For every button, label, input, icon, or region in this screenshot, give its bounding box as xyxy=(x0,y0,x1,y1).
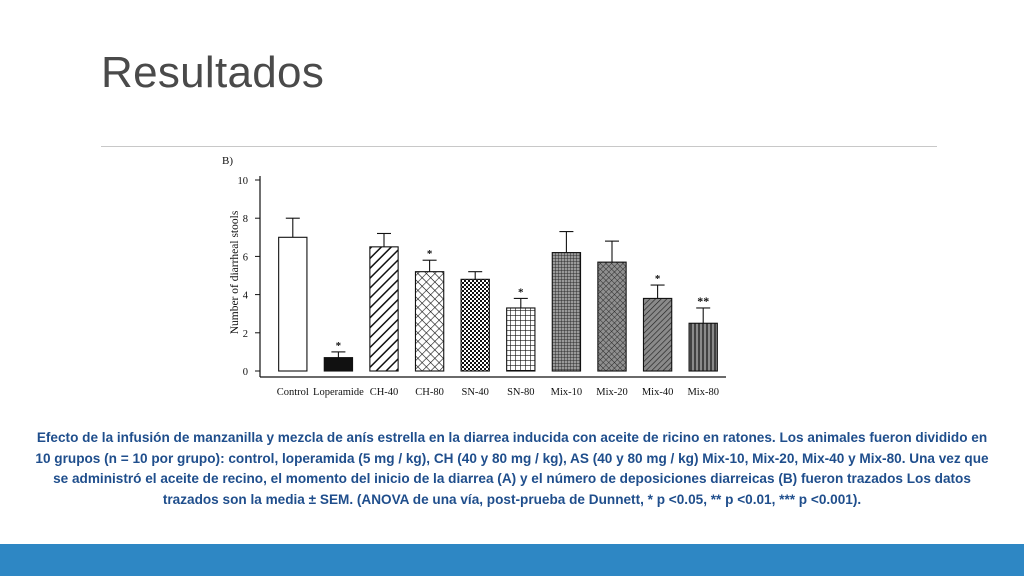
y-tick-label: 2 xyxy=(243,329,248,340)
x-tick-label: SN-80 xyxy=(507,387,534,398)
x-tick-label: Mix-40 xyxy=(642,387,674,398)
x-tick-label: CH-40 xyxy=(370,387,399,398)
panel-label: B) xyxy=(222,155,233,167)
x-tick-label: Control xyxy=(277,387,309,398)
significance-marker: * xyxy=(655,273,661,285)
significance-marker: ** xyxy=(697,294,709,308)
x-tick-label: Mix-10 xyxy=(551,387,583,398)
bar-mix-20 xyxy=(597,261,627,372)
x-tick-label: Loperamide xyxy=(313,387,364,398)
slide-title: Resultados xyxy=(101,48,325,97)
chart-svg: B) 0 2 4 6 8 10 Number of diarrheal stools Contr… xyxy=(222,155,726,398)
y-tick-label: 0 xyxy=(243,367,248,378)
bar-sn-80 xyxy=(506,307,536,372)
bar-ch-40 xyxy=(369,246,399,372)
bar-control xyxy=(278,236,308,372)
bar-ch-80 xyxy=(414,271,445,372)
y-axis-label: Number of diarrheal stools xyxy=(229,210,241,334)
footer-accent-bar xyxy=(0,544,1024,576)
bar-chart: B) 0 2 4 6 8 10 Number of diarrheal stools Contr… xyxy=(210,150,740,410)
bar-mix-80 xyxy=(688,322,718,372)
figure-caption: Efecto de la infusión de manzanilla y me… xyxy=(35,430,989,507)
y-tick-label: 6 xyxy=(243,252,248,263)
bar-mix-10 xyxy=(551,252,582,372)
significance-marker: * xyxy=(427,248,433,260)
x-tick-label: SN-40 xyxy=(461,387,488,398)
significance-marker: * xyxy=(518,286,524,298)
bar-loperamide xyxy=(323,357,354,372)
significance-marker: * xyxy=(336,340,342,352)
x-tick-label: Mix-20 xyxy=(596,387,628,398)
y-tick-label: 10 xyxy=(238,176,249,187)
title-divider xyxy=(101,146,937,147)
bar-sn-40 xyxy=(460,278,490,372)
bar-mix-40 xyxy=(642,297,673,372)
y-tick-label: 8 xyxy=(243,214,248,225)
y-tick-label: 4 xyxy=(243,291,249,302)
x-tick-label: Mix-80 xyxy=(687,387,719,398)
x-tick-label: CH-80 xyxy=(415,387,444,398)
